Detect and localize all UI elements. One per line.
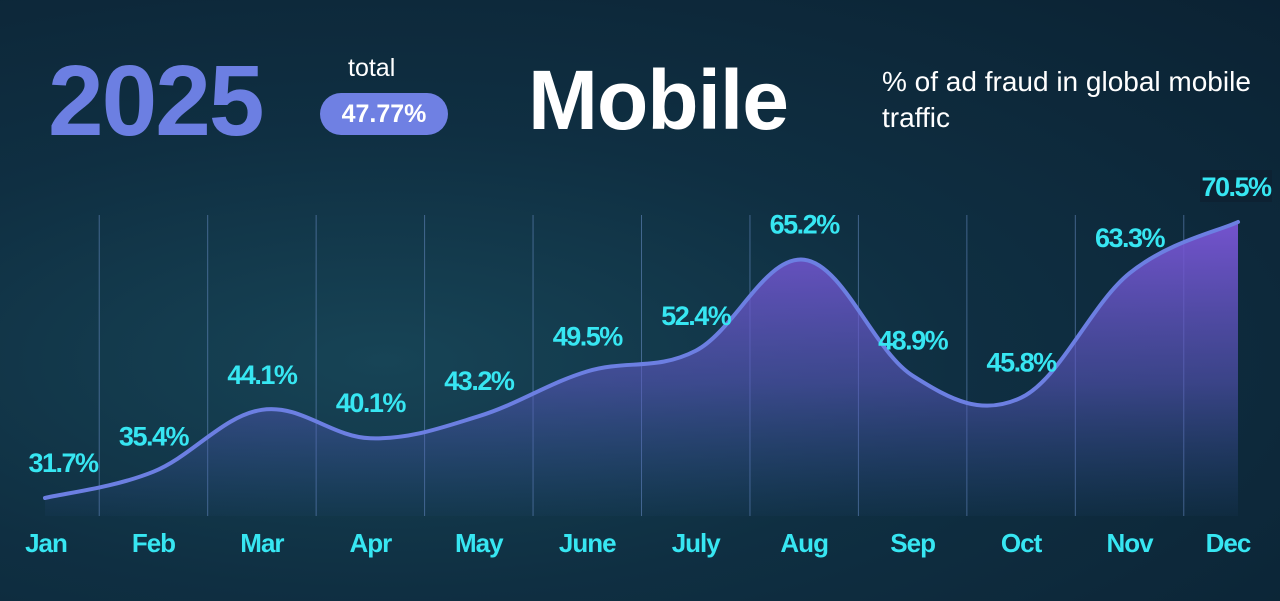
value-label: 31.7%	[28, 448, 99, 478]
value-label: 35.4%	[119, 422, 190, 452]
value-label: 49.5%	[553, 321, 624, 351]
x-tick-label: Nov	[1106, 528, 1154, 558]
value-label: 65.2%	[770, 210, 841, 240]
x-tick-label: Sep	[890, 528, 935, 558]
x-tick-label: Mar	[240, 528, 284, 558]
total-value: 47.77%	[320, 93, 448, 135]
value-label: 70.5%	[1201, 172, 1272, 202]
value-label: 43.2%	[444, 366, 515, 396]
title: Mobile	[528, 53, 789, 147]
x-tick-label: Jan	[25, 528, 67, 558]
x-tick-label: Dec	[1206, 528, 1251, 558]
x-tick-label: June	[559, 528, 616, 558]
x-tick-label: Apr	[349, 528, 392, 558]
value-label: 40.1%	[336, 388, 407, 418]
year: 2025	[48, 45, 264, 157]
value-label: 45.8%	[987, 348, 1058, 378]
label-bg	[1200, 170, 1272, 202]
value-label: 52.4%	[661, 301, 732, 331]
value-label: 48.9%	[878, 326, 949, 356]
area	[45, 222, 1238, 516]
x-tick-label: Oct	[1001, 528, 1043, 558]
x-tick-label: Feb	[132, 528, 175, 558]
line	[43, 220, 1240, 500]
subtitle: % of ad fraud in global mobile traffic	[882, 66, 1251, 133]
x-tick-label: July	[672, 528, 722, 558]
x-tick-label: May	[455, 528, 504, 558]
value-label: 63.3%	[1095, 223, 1166, 253]
total-label: total	[348, 54, 396, 82]
x-tick-label: Aug	[780, 528, 828, 558]
value-label: 44.1%	[227, 360, 298, 390]
